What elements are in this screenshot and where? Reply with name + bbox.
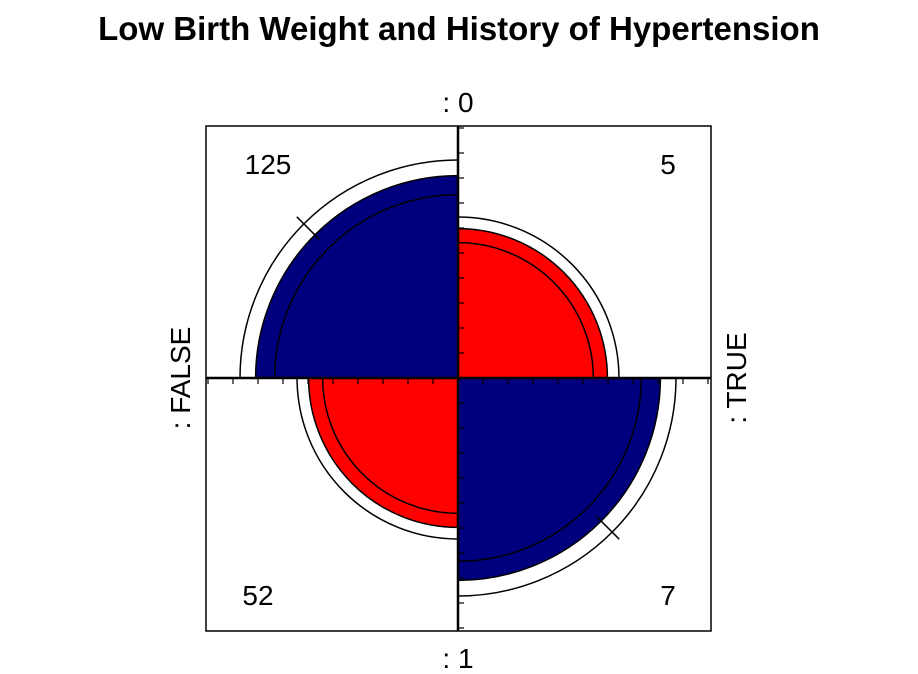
confidence-ring-lower [457, 241, 595, 379]
confidence-ring-lower [273, 193, 459, 379]
tick-layer [207, 127, 709, 629]
chart-title: Low Birth Weight and History of Hyperten… [98, 10, 820, 47]
col-label-right: : TRUE [721, 332, 752, 423]
quadrant-sector [457, 377, 662, 582]
cell-count-label: 5 [660, 149, 676, 180]
row-label-bottom: : 1 [442, 643, 473, 674]
quadrant-sector [457, 227, 609, 379]
confidence-ring-lower [321, 377, 459, 515]
confidence-ring-upper [296, 377, 459, 540]
cell-count-label: 52 [242, 580, 273, 611]
row-label-top: : 0 [442, 87, 473, 118]
confidence-ring-upper [457, 216, 620, 379]
quadrant-sector [254, 174, 459, 379]
confidence-ring-layer [239, 159, 677, 597]
quadrant-sector [307, 377, 459, 529]
quadrant-layer [254, 174, 662, 582]
col-label-left: : FALSE [165, 327, 196, 430]
ring-marker [296, 216, 320, 240]
confidence-ring-lower [457, 377, 643, 563]
ring-marker [596, 516, 620, 540]
cell-count-label: 7 [660, 580, 676, 611]
cell-count-label: 125 [245, 149, 292, 180]
